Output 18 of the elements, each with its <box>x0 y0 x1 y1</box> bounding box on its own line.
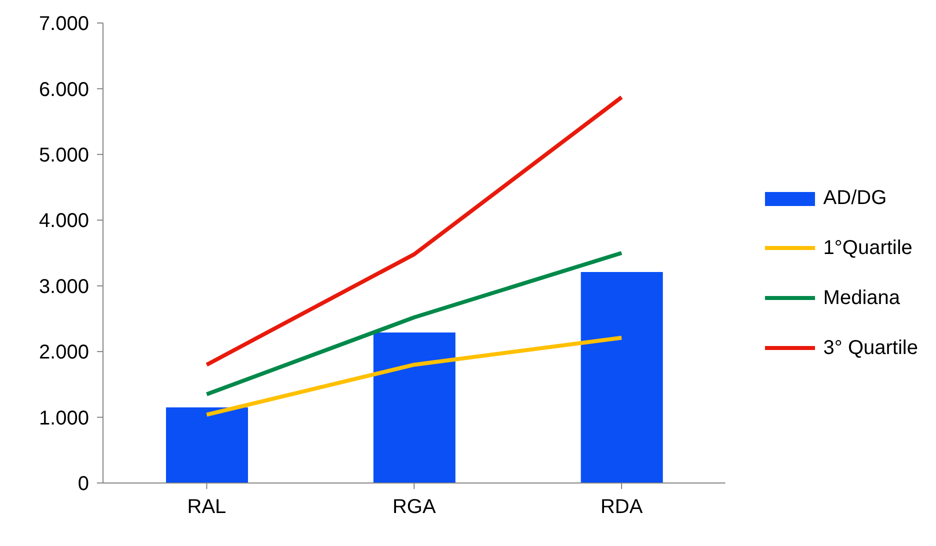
y-tick-label: 5.000 <box>38 144 89 167</box>
y-tick-label: 2.000 <box>38 342 89 364</box>
x-tick-label: RGA <box>392 496 436 518</box>
bar <box>166 407 248 483</box>
y-tick-label: 7.000 <box>38 13 89 36</box>
legend-label: AD/DG <box>823 186 887 210</box>
bar <box>580 272 663 483</box>
legend-label: 1°Quartile <box>823 236 912 260</box>
y-tick-label: 0 <box>78 473 89 496</box>
legend-label: Mediana <box>823 286 900 310</box>
legend-label: 3° Quartile <box>823 336 918 360</box>
x-tick-label: RDA <box>600 496 644 518</box>
bar <box>373 332 456 483</box>
y-tick-label: 3.000 <box>38 276 89 298</box>
y-tick-label: 4.000 <box>38 210 89 232</box>
y-tick-label: 6.000 <box>38 78 89 101</box>
x-tick-label: RAL <box>187 496 226 518</box>
y-tick-label: 1.000 <box>38 407 89 430</box>
